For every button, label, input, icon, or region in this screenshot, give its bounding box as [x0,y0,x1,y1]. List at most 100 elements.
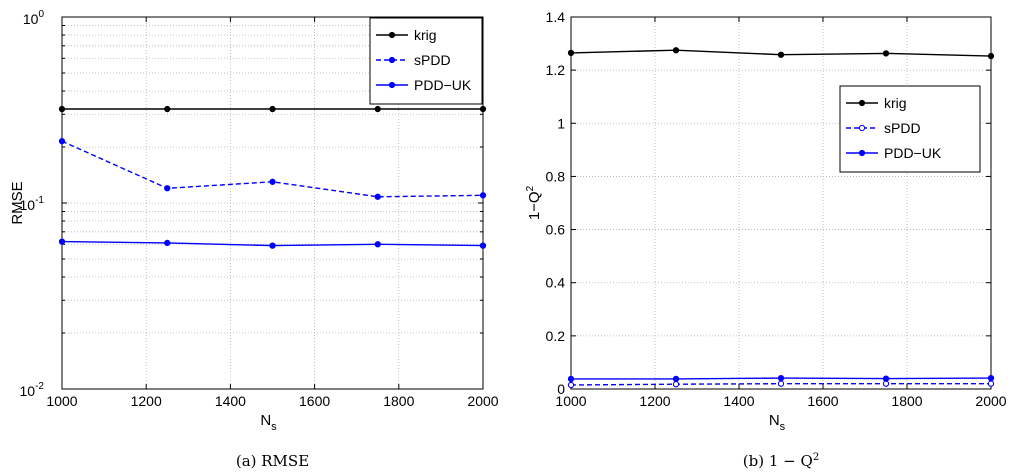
x-tick-label: 2000 [467,393,498,409]
x-axis-label-main: N [769,412,780,429]
plot-area [571,17,991,389]
caption-text: (a) RMSE [236,452,309,470]
legend-marker [858,149,866,157]
caption-text: (b) 1 − Q [743,452,813,470]
series-pdd-uk [567,374,995,383]
data-point [777,374,785,382]
legend-label: PDD−UK [884,145,942,161]
series-pdd-uk [58,238,487,249]
series-spdd [58,138,487,200]
x-tick-label: 1400 [723,393,754,409]
x-tick-label: 1000 [46,393,77,409]
legend-marker [858,124,866,132]
legend-box [369,17,483,105]
legend: krig sPDD PDD−UK [369,17,483,105]
y-tick-base: 10 [20,383,36,399]
data-point [164,105,171,113]
y-tick-label: 1.2 [546,62,566,78]
data-point [882,375,890,382]
data-point [672,375,680,383]
grid [62,17,483,389]
x-tick-label: 1200 [131,393,162,409]
legend-label: sPDD [884,120,921,136]
data-point [672,381,680,388]
data-point [374,193,381,200]
data-point [58,138,66,145]
x-axis-label: Ns [260,412,277,433]
legend-label: sPDD [414,52,451,68]
y-tick-label: 0.8 [546,168,566,184]
figure-caption: (a) RMSE [236,452,309,470]
x-tick-label: 1000 [555,393,586,409]
y-tick-label: 1.4 [546,9,566,25]
data-point [777,380,785,387]
data-point [269,105,276,113]
data-point [987,52,995,60]
x-axis-label-main: N [260,412,271,429]
x-tick-label: 1800 [891,393,922,409]
y-tick-label: 0 [557,381,565,397]
legend-marker [388,56,396,64]
chart-panel-b: 1000 1200 1400 1600 1800 2000 0 0.2 0.4 0.6 0.8 1 1.… [525,9,1007,470]
y-tick-label: 0.4 [546,275,566,291]
data-point [269,242,276,249]
chart-panel-a: 1000 1200 1400 1600 1800 200010-210-1100NsRMS… [9,9,499,470]
grid [571,17,991,389]
y-tick-base: 10 [20,197,36,213]
data-point [479,192,487,199]
x-axis-label-subscript: s [271,421,277,433]
y-tick-exponent: 0 [38,9,44,20]
y-tick-exponent: -1 [35,195,44,206]
legend-label: krig [414,27,437,43]
data-point [777,51,785,58]
y-tick-label: 0.6 [546,222,566,238]
y-tick-label: 100 [23,9,45,27]
data-point [479,105,487,113]
x-axis-label: Ns [769,412,786,433]
y-axis-label-superscript: 2 [525,185,536,191]
x-tick-label: 1400 [215,393,246,409]
data-point [567,375,575,383]
y-tick-label: 1 [557,115,565,131]
data-point [269,178,276,185]
data-point [567,381,575,389]
data-point [987,380,995,387]
y-tick-base: 10 [23,11,39,27]
x-tick-label: 1800 [383,393,414,409]
y-tick-exponent: -2 [35,381,44,392]
data-point [672,47,680,54]
data-point [164,185,171,192]
data-point [58,238,66,245]
legend-marker [388,31,396,39]
data-point [882,50,890,57]
data-point [479,242,487,249]
y-axis-label: 1−Q2 [525,185,543,220]
data-point [882,380,890,387]
legend-marker [858,99,866,107]
x-tick-label: 1600 [299,393,330,409]
series-krig [58,105,487,113]
caption-superscript: 2 [813,452,819,463]
data-point [164,239,171,247]
x-tick-label: 2000 [975,393,1006,409]
series-krig [567,47,995,60]
y-tick-label: 10-2 [20,381,45,399]
axes-frame [570,16,992,390]
data-point [987,374,995,382]
y-tick-label: 10-1 [20,195,45,213]
legend: krig sPDD PDD−UK [839,85,981,173]
y-tick-label: 0.2 [546,328,566,344]
x-tick-label: 1600 [807,393,838,409]
legend-marker [388,81,396,89]
figure-caption: (b) 1 − Q2 [743,452,819,470]
x-tick-label: 1200 [639,393,670,409]
legend-label: krig [884,95,907,111]
legend-label: PDD−UK [414,77,472,93]
y-axis-label-main: RMSE [9,181,26,224]
data-point [567,49,575,57]
x-axis-label-subscript: s [780,421,786,433]
y-axis-label: RMSE [9,181,26,224]
data-point [374,105,381,113]
data-point [58,105,66,113]
